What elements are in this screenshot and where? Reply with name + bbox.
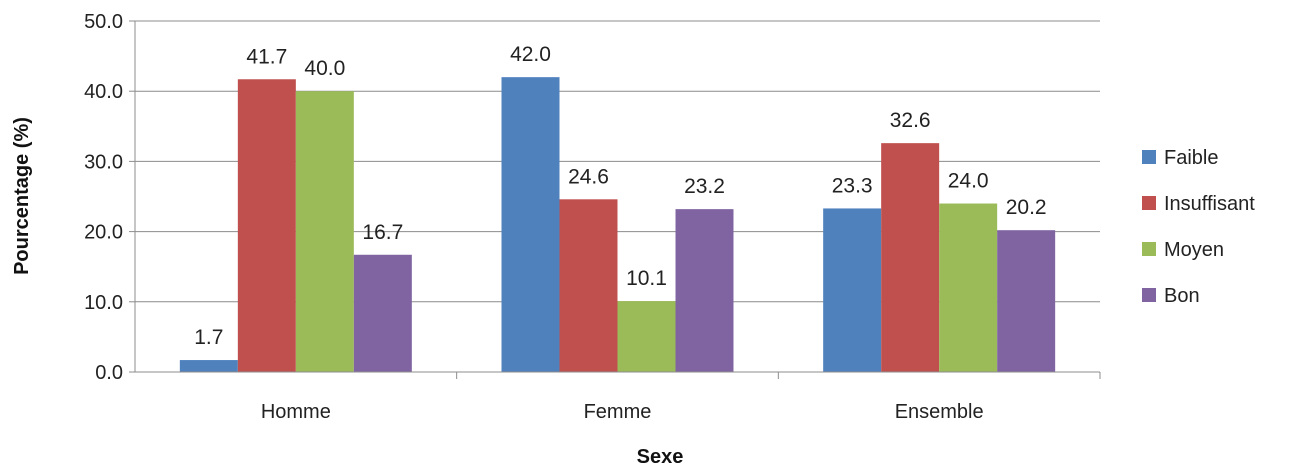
bar-bon-homme [353, 254, 412, 372]
y-tick-label: 30.0 [84, 151, 123, 173]
bar-moyen-homme [295, 91, 354, 372]
legend-label-moyen: Moyen [1164, 239, 1224, 261]
axes: 0.0 10.0 20.0 30.0 40.0 50.0 Homme Femme Ensembl… [84, 11, 1101, 423]
legend-swatch-bon [1142, 288, 1156, 302]
data-label: 1.7 [194, 326, 223, 349]
y-tick-label: 40.0 [84, 81, 123, 103]
x-category-label: Femme [584, 401, 652, 423]
bar-moyen-ensemble [939, 203, 998, 372]
data-label: 42.0 [510, 43, 551, 66]
data-label: 16.7 [362, 221, 403, 244]
data-label: 41.7 [246, 45, 287, 68]
bar-bon-femme [675, 209, 734, 372]
data-label: 24.0 [948, 170, 989, 193]
data-label: 23.3 [832, 174, 873, 197]
data-labels: 1.7 41.7 40.0 16.7 42.0 24.6 10.1 23.2 23.3 32.6 2… [194, 43, 1046, 349]
bar-insuffisant-femme [559, 199, 618, 372]
bars [179, 77, 1056, 373]
x-axis-title: Sexe [637, 446, 684, 468]
x-category-label: Homme [261, 401, 331, 423]
bar-insuffisant-homme [237, 79, 296, 373]
x-category-label: Ensemble [895, 401, 984, 423]
legend-swatch-moyen [1142, 242, 1156, 256]
bar-moyen-femme [617, 301, 676, 372]
legend-swatch-faible [1142, 150, 1156, 164]
legend-label-insuffisant: Insuffisant [1164, 193, 1255, 215]
legend-swatch-insuffisant [1142, 196, 1156, 210]
bar-faible-femme [501, 77, 560, 372]
data-label: 32.6 [890, 109, 931, 132]
data-label: 40.0 [304, 57, 345, 80]
bar-faible-homme [179, 360, 238, 372]
y-tick-label: 0.0 [95, 362, 123, 384]
y-tick-label: 50.0 [84, 11, 123, 33]
data-label: 20.2 [1006, 196, 1047, 219]
legend-label-bon: Bon [1164, 285, 1200, 307]
bar-faible-ensemble [823, 208, 882, 372]
y-tick-label: 10.0 [84, 292, 123, 314]
y-axis-title: Pourcentage (%) [11, 117, 33, 275]
bar-bon-ensemble [997, 230, 1056, 372]
legend: Faible Insuffisant Moyen Bon [1142, 147, 1255, 307]
legend-label-faible: Faible [1164, 147, 1218, 169]
data-label: 10.1 [626, 267, 667, 290]
bar-insuffisant-ensemble [881, 143, 940, 372]
data-label: 24.6 [568, 165, 609, 188]
y-tick-label: 20.0 [84, 222, 123, 244]
data-label: 23.2 [684, 175, 725, 198]
